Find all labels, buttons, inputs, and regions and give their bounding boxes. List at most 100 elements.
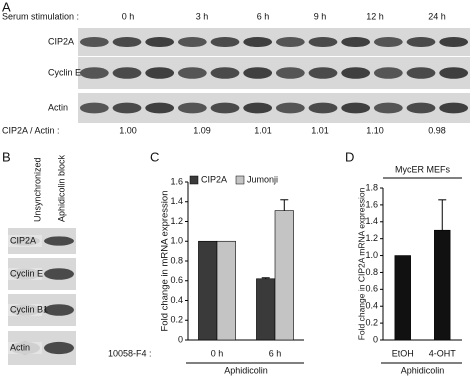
band [406,36,436,48]
timepoint: 12 h [366,11,384,21]
ratio: 0.98 [428,125,446,135]
band [373,102,403,114]
y-tick-label: 1.8 [365,182,378,192]
band [210,67,240,79]
stimulation-label: Serum stimulation : [2,11,79,21]
bar [274,210,294,341]
band [44,236,74,246]
band [44,341,74,355]
label-bg [8,304,42,316]
band [243,67,273,79]
y-tick-label: 0.2 [365,317,378,327]
bar [216,240,236,341]
column-label: Aphidicolin block [56,154,66,222]
band [243,102,273,114]
panel-label: A [2,0,11,14]
y-tick-label: 0.8 [170,255,183,265]
timepoint: 0 h [122,11,135,21]
band [177,36,207,48]
band [44,304,74,316]
band [439,36,469,48]
blot [78,57,470,89]
bar [198,240,218,341]
band [439,102,469,114]
band [145,102,175,114]
label-bg [8,342,42,354]
x-tick-label: 0 h [211,348,224,358]
ratio: 1.01 [311,125,329,135]
band [341,36,371,48]
band [112,36,142,48]
band [79,102,109,114]
ratio: 1.00 [119,125,137,135]
y-tick-label: 1.4 [170,196,183,206]
bar [256,278,276,341]
ratio-label: CIP2A / Actin : [2,125,60,135]
ratio: 1.09 [193,125,211,135]
band [145,67,175,79]
y-tick-label: 0.2 [170,315,183,325]
y-tick-label: 1.4 [365,216,378,226]
band [308,67,338,79]
band [406,67,436,79]
y-tick-label: 1.0 [170,236,183,246]
x-prefix: 10058-F4 : [108,348,152,358]
band [177,67,207,79]
legend-label: CIP2A [201,174,227,184]
y-tick-label: 0 [373,334,378,344]
band [439,67,469,79]
ratio: 1.01 [254,125,272,135]
ratio: 1.10 [366,125,384,135]
band [275,36,305,48]
y-tick-label: 0.6 [365,284,378,294]
x-axis-label: Aphidicolin [224,365,268,375]
band [308,36,338,48]
x-tick-label: 4-OHT [429,348,457,358]
bar [434,229,451,341]
row-label: Cyclin E [48,67,81,77]
panel-label: C [150,149,159,164]
y-tick-label: 1.2 [365,233,378,243]
row-label: CIP2A [48,36,74,46]
band [373,36,403,48]
x-tick-label: EtOH [392,348,414,358]
label-bg [8,235,42,247]
band [341,67,371,79]
legend-swatch [235,175,245,185]
band [44,268,74,280]
row-label: Actin [10,342,30,352]
band [145,36,175,48]
band [243,36,273,48]
legend-label: Jumonji [247,174,278,184]
y-tick-label: 0.8 [365,267,378,277]
row-label: Cyclin E [10,268,43,278]
bar [394,255,411,341]
band [341,102,371,114]
band [79,36,109,48]
timepoint: 9 h [314,11,327,21]
label-bg [8,268,42,280]
annotation: MycER MEFs [395,164,450,174]
y-tick-label: 0.6 [170,275,183,285]
column-label: Unsynchronized [32,157,42,222]
blot [78,93,470,123]
band [210,102,240,114]
y-tick-label: 1.6 [365,199,378,209]
band [79,67,109,79]
row-label: Cyclin B1 [10,304,48,314]
y-axis-label: Fold change in mRNA expression [160,191,171,332]
panel-label: B [2,149,11,164]
blot [78,28,470,56]
timepoint: 24 h [428,11,446,21]
band [275,102,305,114]
y-tick-label: 1.6 [170,176,183,186]
y-tick-label: 0.4 [170,295,183,305]
band [275,67,305,79]
y-tick-label: 0.4 [365,301,378,311]
y-axis-label: Fold change in CIP2A mRNA expression [356,187,366,340]
x-axis-label: Aphidicolin [401,365,445,375]
band [308,102,338,114]
row-label: CIP2A [10,235,36,245]
band [112,102,142,114]
timepoint: 6 h [257,11,270,21]
